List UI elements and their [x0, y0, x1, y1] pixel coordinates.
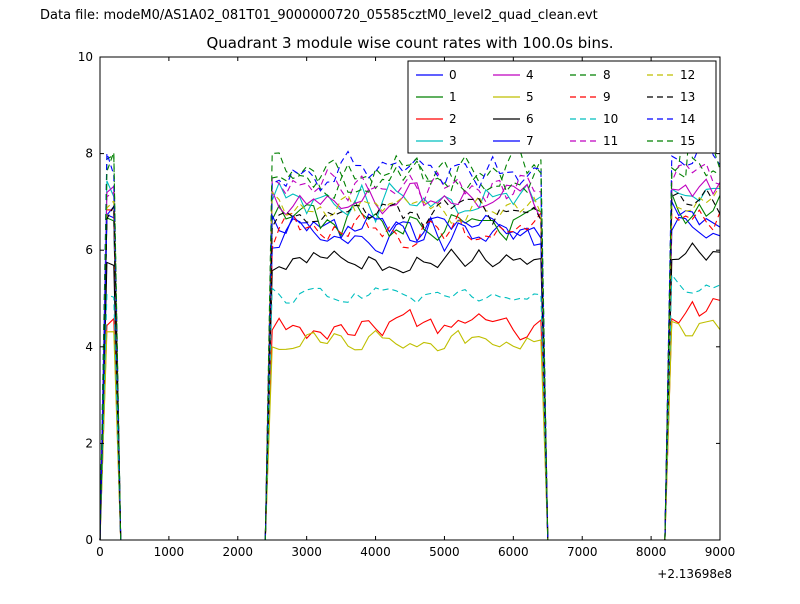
legend-label-3: 3: [449, 134, 457, 148]
series-line-9: [99, 209, 721, 541]
series-line-12: [99, 185, 721, 541]
plot-frame: [99, 56, 721, 541]
x-axis-offset-label: +2.13698e8: [657, 567, 732, 581]
legend-label-8: 8: [603, 68, 611, 82]
y-tick-label: 0: [85, 533, 93, 547]
legend-label-6: 6: [526, 112, 534, 126]
y-tick-label: 8: [85, 147, 93, 161]
legend-label-2: 2: [449, 112, 457, 126]
legend-label-14: 14: [680, 112, 695, 126]
x-tick-label: 4000: [360, 545, 391, 559]
series-line-6: [99, 242, 721, 541]
series-line-8: [99, 109, 721, 541]
series-line-10: [99, 273, 721, 541]
y-tick-label: 4: [85, 340, 93, 354]
y-tick-label: 2: [85, 436, 93, 450]
data-file-label: Data file: modeM0/AS1A02_081T01_90000007…: [40, 8, 598, 23]
series-line-0: [99, 213, 721, 541]
series-line-2: [99, 297, 721, 541]
x-tick-label: 8000: [636, 545, 667, 559]
legend-label-7: 7: [526, 134, 534, 148]
legend-label-4: 4: [526, 68, 534, 82]
x-tick-label: 3000: [291, 545, 322, 559]
y-tick-label: 10: [78, 50, 93, 64]
series-line-14: [99, 116, 721, 541]
legend-label-9: 9: [603, 90, 611, 104]
legend-label-15: 15: [680, 134, 695, 148]
axes-spine: [99, 56, 721, 541]
series-line-11: [99, 162, 721, 541]
legend-label-12: 12: [680, 68, 695, 82]
legend-label-13: 13: [680, 90, 695, 104]
x-tick-label: 0: [96, 545, 104, 559]
x-tick-label: 1000: [154, 545, 185, 559]
y-tick-label: 6: [85, 243, 93, 257]
legend-label-11: 11: [603, 134, 618, 148]
legend-label-0: 0: [449, 68, 457, 82]
x-tick-label: 2000: [223, 545, 254, 559]
x-axis: 0 1000 2000 3000 4000 5000 6000 7000 8000 9000: [96, 57, 735, 559]
series-line-13: [99, 187, 721, 541]
legend-frame: [407, 60, 717, 154]
series-line-3: [99, 180, 721, 541]
x-tick-label: 5000: [429, 545, 460, 559]
legend-label-1: 1: [449, 90, 457, 104]
x-tick-label: 9000: [705, 545, 736, 559]
series-line-5: [99, 319, 721, 541]
legend-label-10: 10: [603, 112, 618, 126]
x-tick-label: 7000: [567, 545, 598, 559]
series-line-4: [99, 178, 721, 541]
chart-title: Quadrant 3 module wise count rates with …: [206, 34, 613, 52]
series-line-15: [99, 93, 721, 541]
series-line-1: [99, 193, 721, 541]
series-line-7: [99, 201, 721, 541]
legend-label-5: 5: [526, 90, 534, 104]
series-lines: [99, 93, 721, 541]
x-tick-label: 6000: [498, 545, 529, 559]
